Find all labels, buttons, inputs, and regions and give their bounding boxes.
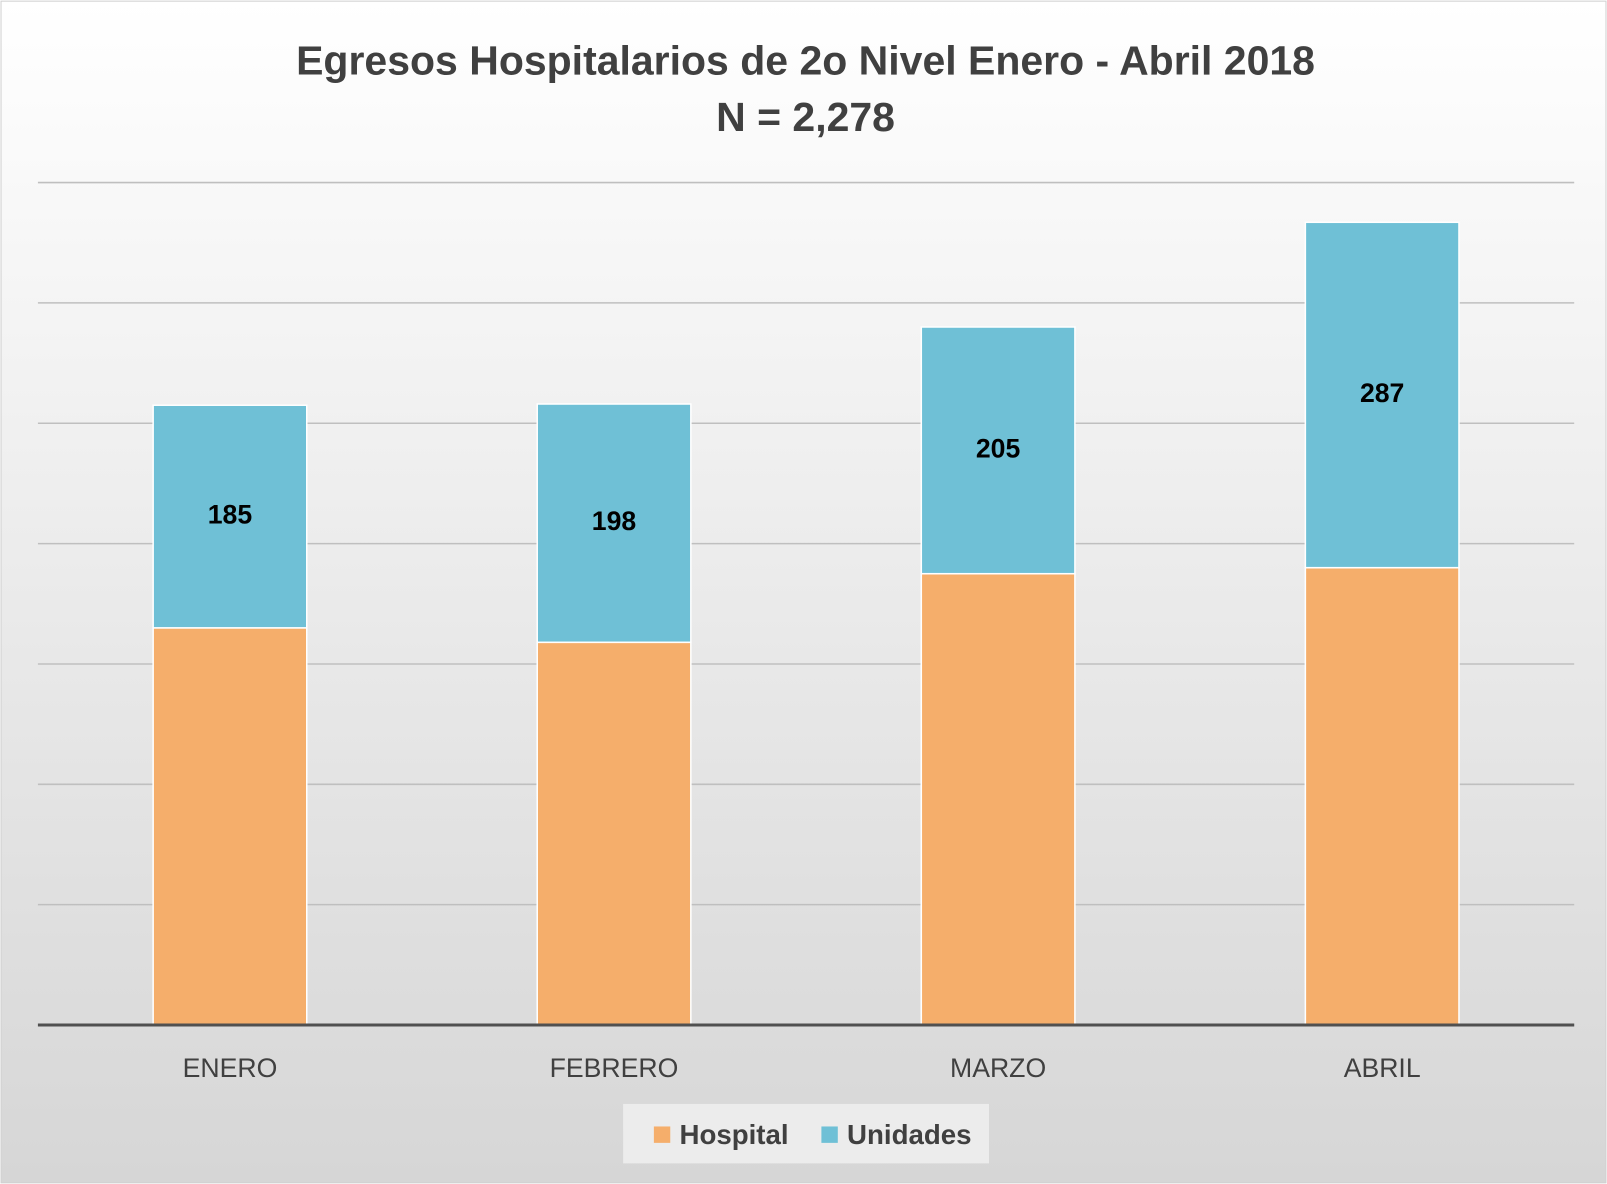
x-tick-label: MARZO	[950, 1053, 1046, 1083]
data-label: 287	[1360, 378, 1404, 408]
data-label: 198	[592, 506, 636, 536]
chart-subtitle: N = 2,278	[716, 94, 895, 140]
bar-segment	[1304, 221, 1460, 569]
x-tick-label: FEBRERO	[550, 1053, 679, 1083]
bar-segment	[152, 404, 308, 629]
bar-segment	[536, 641, 692, 1026]
data-label: 205	[976, 433, 1021, 463]
bar-segment	[920, 572, 1076, 1026]
data-label: 185	[208, 500, 253, 530]
chart-title: Egresos Hospitalarios de 2o Nivel Enero …	[296, 38, 1315, 84]
x-tick-label: ABRIL	[1344, 1053, 1421, 1083]
legend-swatch	[653, 1126, 671, 1143]
bar-segment	[1304, 566, 1460, 1026]
bar-segment	[920, 326, 1076, 575]
legend-label: Hospital	[679, 1119, 788, 1150]
bar-segment	[152, 627, 308, 1026]
legend-label: Unidades	[847, 1119, 971, 1150]
x-tick-label: ENERO	[183, 1053, 278, 1083]
legend-swatch	[821, 1126, 838, 1143]
legend-box	[623, 1103, 990, 1164]
bar-segment	[536, 403, 692, 644]
